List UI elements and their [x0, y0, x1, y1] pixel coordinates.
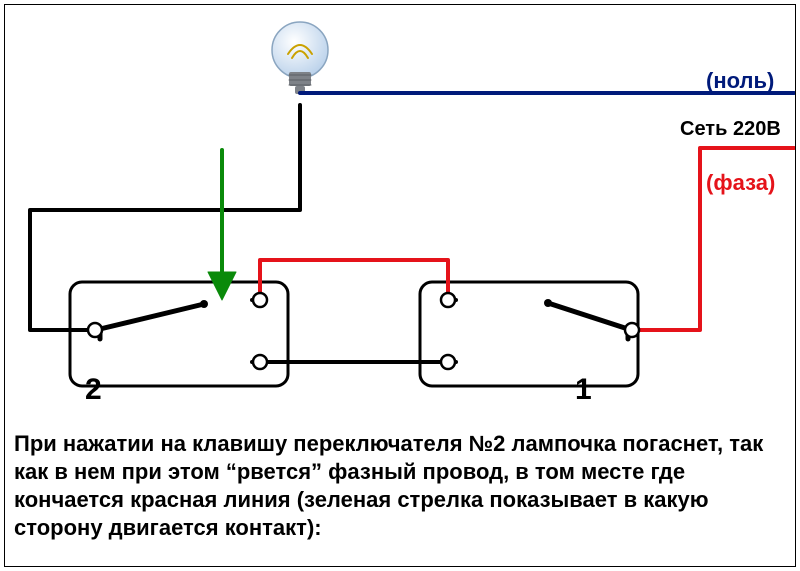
label-switch-2: 2 [85, 373, 102, 407]
label-phase: (фаза) [706, 170, 775, 196]
caption-text: При нажатии на клавишу переключателя №2 … [14, 430, 784, 543]
label-switch-1: 1 [575, 373, 592, 407]
label-supply: Сеть 220В [680, 118, 781, 141]
label-neutral: (ноль) [706, 68, 774, 94]
